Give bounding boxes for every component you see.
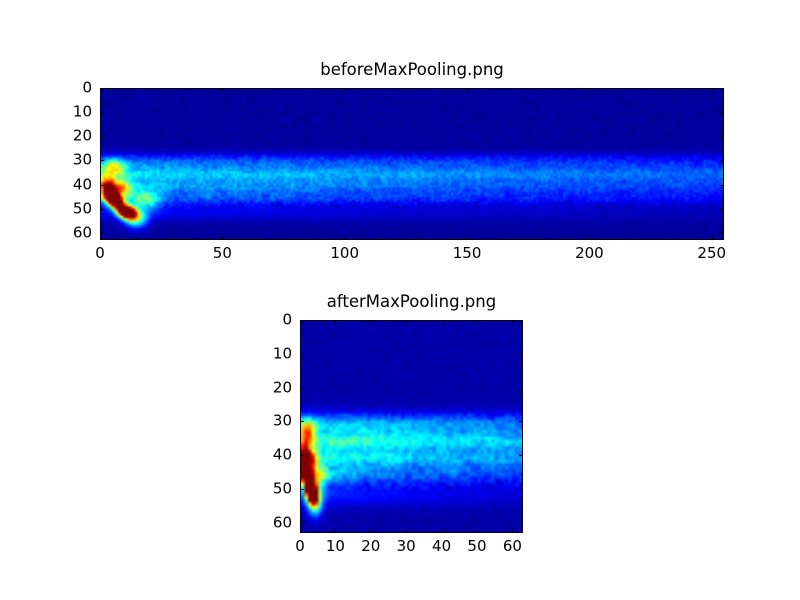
x-tick-label: 60 [502,537,522,555]
y-tick-label: 10 [72,102,92,121]
y-tick-mark [100,112,104,114]
heatmap-after [300,320,523,533]
x-tick-mark [344,236,346,240]
x-tick-label: 100 [330,244,360,262]
x-tick-label: 50 [212,244,232,262]
x-tick-mark [589,236,591,240]
chart-title-after: afterMaxPooling.png [326,292,497,311]
x-tick-mark [467,88,469,92]
heatmap-image-after [301,321,522,532]
x-tick-label: 0 [95,244,105,262]
y-tick-mark [300,320,304,321]
y-tick-label: 20 [272,378,292,397]
x-tick-mark [512,529,514,533]
x-tick-mark [222,88,224,92]
y-tick-mark [720,160,724,162]
y-tick-mark [100,184,104,186]
heatmap-before [100,88,724,240]
y-tick-mark [519,455,523,457]
y-tick-mark [720,112,724,114]
y-tick-mark [519,320,523,321]
y-tick-mark [519,353,523,355]
y-tick-mark [300,421,304,423]
y-tick-label: 60 [72,223,92,242]
x-tick-mark [335,529,337,533]
y-tick-label: 40 [72,175,92,193]
y-tick-mark [519,421,523,423]
y-tick-mark [100,136,104,138]
y-tick-mark [519,522,523,524]
x-tick-mark [441,529,443,533]
x-tick-label: 50 [467,537,487,555]
x-tick-mark [100,88,101,92]
x-tick-label: 150 [452,244,482,262]
y-tick-mark [720,184,724,186]
x-tick-label: 250 [697,244,727,262]
y-tick-mark [720,136,724,138]
y-tick-mark [300,489,304,491]
x-tick-mark [370,529,372,533]
x-tick-label: 200 [575,244,604,262]
y-tick-mark [519,387,523,389]
y-tick-label: 30 [72,150,92,169]
y-tick-mark [300,353,304,355]
y-tick-mark [720,208,724,210]
x-tick-mark [300,529,301,533]
x-tick-label: 40 [432,537,452,555]
x-tick-mark [300,320,301,324]
x-tick-mark [441,320,443,324]
y-tick-label: 50 [272,479,292,498]
heatmap-image-before [101,89,723,239]
y-tick-label: 60 [272,513,292,532]
y-tick-mark [720,88,724,89]
y-tick-label: 40 [272,445,292,464]
y-tick-mark [300,387,304,389]
chart-title-before: beforeMaxPooling.png [320,60,504,79]
y-tick-mark [300,522,304,524]
axes-after-max-pooling: afterMaxPooling.png 0 10 20 30 40 50 60 0 10 20 30… [273,293,523,554]
y-tick-mark [519,489,523,491]
x-tick-mark [406,529,408,533]
x-tick-mark [476,320,478,324]
x-tick-mark [711,236,713,240]
x-tick-mark [344,88,346,92]
x-tick-mark [512,320,514,324]
x-tick-mark [711,88,713,92]
x-tick-mark [100,236,101,240]
y-tick-mark [720,232,724,234]
x-tick-mark [476,529,478,533]
y-tick-mark [100,88,104,89]
y-tick-mark [300,455,304,457]
y-tick-label: 0 [282,310,292,329]
y-tick-mark [100,160,104,162]
y-tick-label: 10 [272,344,292,363]
x-tick-mark [406,320,408,324]
y-tick-mark [100,208,104,210]
y-tick-label: 50 [72,199,92,218]
x-tick-mark [335,320,337,324]
x-tick-mark [589,88,591,92]
axes-before-max-pooling: beforeMaxPooling.png 0 50 100 150 200 250 0 10 2… [73,61,726,260]
x-tick-mark [467,236,469,240]
y-tick-label: 30 [272,411,292,430]
x-tick-label: 20 [361,537,381,555]
x-tick-label: 0 [295,537,305,555]
x-tick-mark [370,320,372,324]
x-tick-mark [222,236,224,240]
y-tick-label: 0 [82,78,92,97]
y-tick-label: 20 [72,126,92,145]
x-tick-label: 30 [396,537,416,555]
x-tick-label: 10 [325,537,345,555]
y-tick-mark [100,232,104,234]
